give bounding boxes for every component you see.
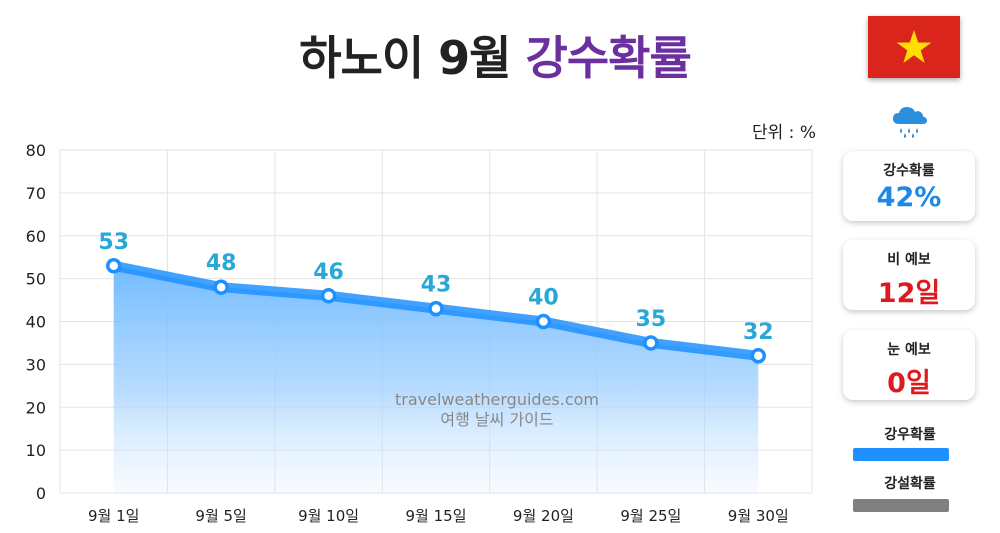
rain-probability-label: 강수확률 bbox=[883, 163, 935, 179]
snow-days-label: 눈 예보 bbox=[887, 342, 931, 358]
data-point bbox=[105, 258, 122, 274]
rain-probability-card: 강수확률 42% bbox=[843, 151, 975, 221]
legend-rain-label: 강우확률 bbox=[884, 427, 936, 443]
y-tick-label: 20 bbox=[26, 398, 46, 417]
series-area bbox=[113, 265, 759, 493]
y-tick-label: 70 bbox=[26, 184, 46, 203]
legend-snow-swatch bbox=[853, 499, 949, 512]
y-tick-label: 0 bbox=[36, 484, 46, 503]
title-accent: 강수확률 bbox=[525, 31, 692, 85]
x-tick-label: 9월 5일 bbox=[195, 507, 246, 525]
data-point bbox=[320, 288, 337, 304]
unit-label: 단위 : % bbox=[752, 123, 816, 143]
data-point bbox=[428, 300, 444, 317]
rain-days-card: 비 예보 12일 bbox=[843, 240, 975, 310]
y-tick-label: 40 bbox=[26, 313, 46, 332]
data-label: 46 bbox=[313, 260, 344, 285]
data-point bbox=[213, 279, 229, 295]
watermark-url: travelweatherguides.com bbox=[395, 390, 599, 409]
title-main: 하노이 9월 bbox=[299, 31, 511, 85]
rain-cloud-icon bbox=[893, 107, 927, 138]
snow-days-card: 눈 예보 0일 bbox=[843, 330, 975, 400]
data-point bbox=[643, 335, 659, 351]
data-label: 43 bbox=[421, 273, 452, 298]
legend-snow-label: 강설확률 bbox=[884, 476, 936, 492]
data-label: 32 bbox=[743, 320, 774, 345]
snow-days-value: 0일 bbox=[887, 368, 931, 399]
rain-days-label: 비 예보 bbox=[887, 252, 931, 268]
rain-probability-chart: 0 10 20 30 40 50 60 70 80 9월 1일 9월 5일 9월 10일 9월 15일 9… bbox=[26, 141, 813, 525]
rain-probability-value: 42% bbox=[876, 182, 942, 213]
flag-star bbox=[896, 30, 932, 63]
data-label: 53 bbox=[98, 230, 129, 255]
page-title: 하노이 9월 강수확률 bbox=[0, 22, 990, 88]
y-tick-label: 60 bbox=[26, 227, 46, 246]
x-tick-label: 9월 10일 bbox=[298, 507, 359, 525]
x-tick-label: 9월 30일 bbox=[728, 507, 789, 525]
y-tick-label: 30 bbox=[26, 355, 46, 374]
data-point bbox=[750, 348, 767, 364]
data-label: 35 bbox=[636, 307, 667, 332]
data-point bbox=[535, 313, 552, 330]
y-tick-label: 50 bbox=[26, 270, 46, 289]
data-label: 40 bbox=[528, 286, 559, 311]
y-tick-label: 80 bbox=[26, 141, 46, 160]
data-label: 48 bbox=[206, 251, 237, 276]
x-tick-label: 9월 20일 bbox=[513, 507, 574, 525]
watermark-korean: 여행 날씨 가이드 bbox=[440, 410, 553, 429]
vietnam-flag bbox=[868, 16, 960, 78]
legend-rain-swatch bbox=[853, 448, 949, 461]
x-tick-label: 9월 1일 bbox=[88, 507, 139, 525]
x-tick-label: 9월 25일 bbox=[620, 507, 681, 525]
x-tick-label: 9월 15일 bbox=[406, 507, 467, 525]
y-tick-label: 10 bbox=[26, 441, 46, 460]
rain-days-value: 12일 bbox=[877, 278, 941, 309]
